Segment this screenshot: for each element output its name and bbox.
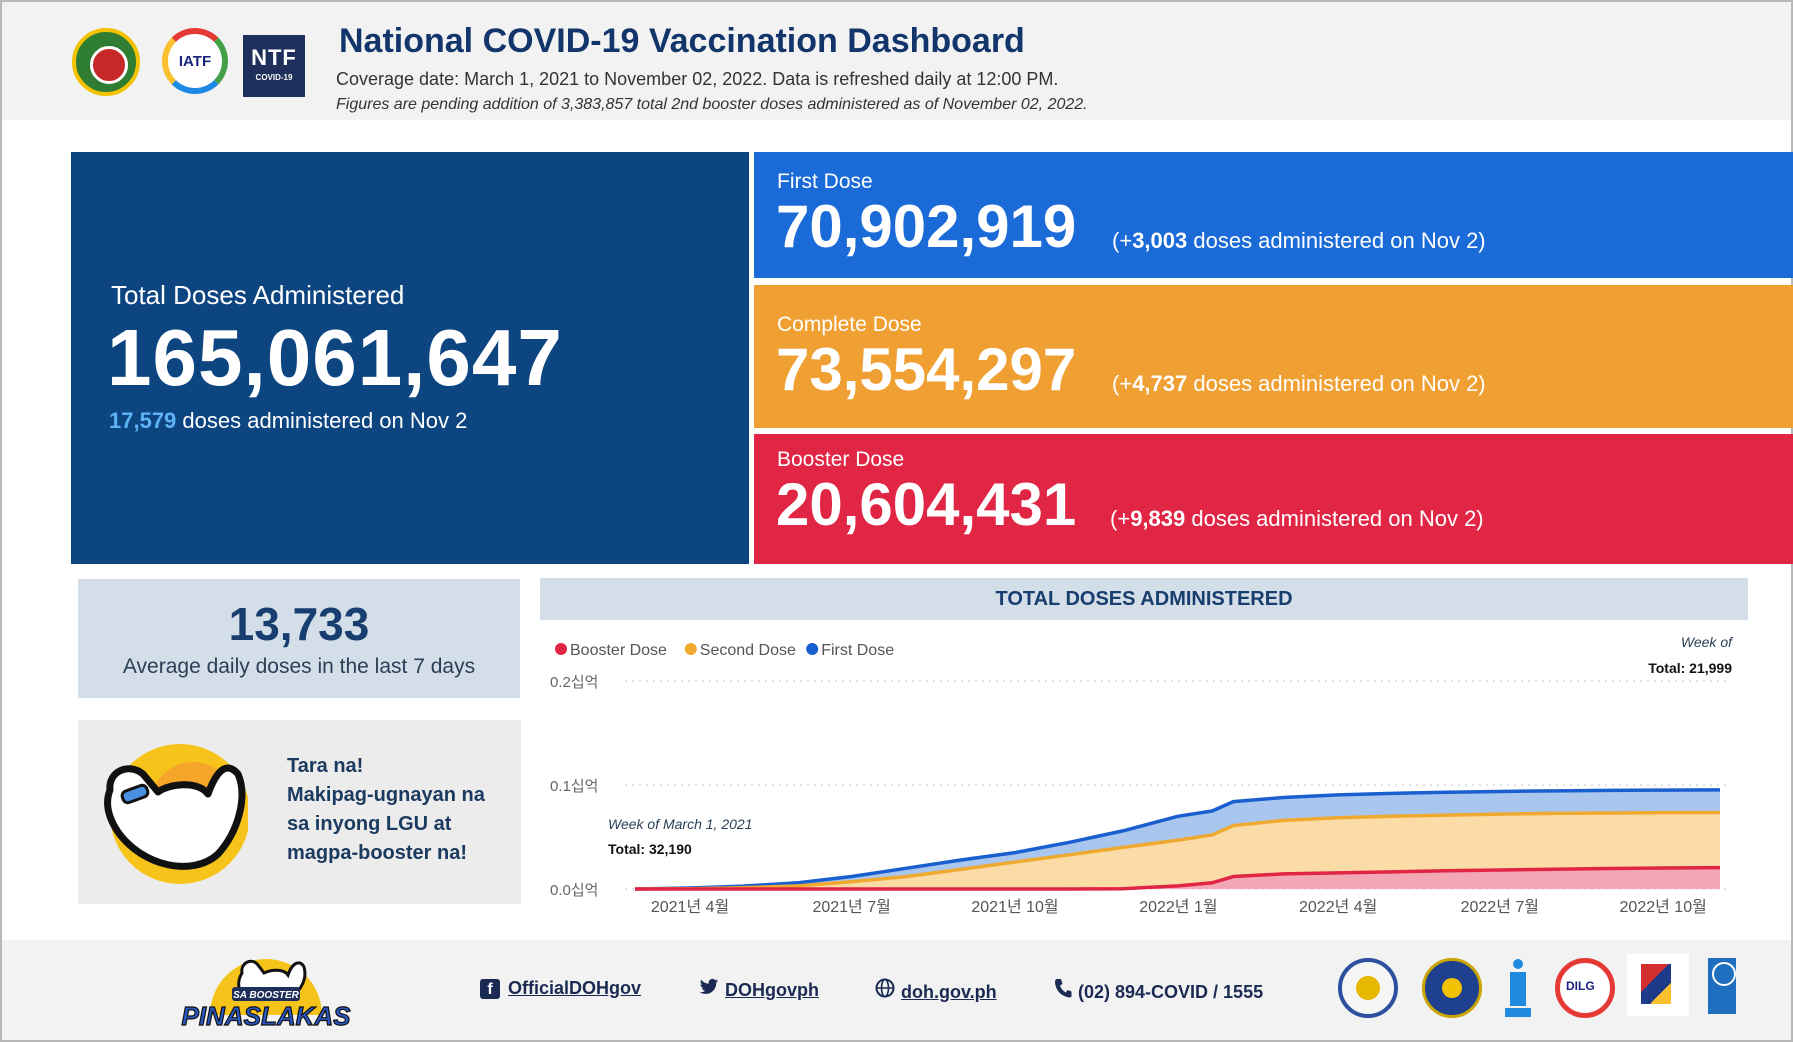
ntf-logo-text: NTF: [251, 45, 297, 70]
booster-dose-card: Booster Dose 20,604,431 (+9,839 doses ad…: [754, 434, 1793, 564]
page-title: National COVID-19 Vaccination Dashboard: [339, 22, 1025, 60]
total-daily-suffix: doses administered on Nov 2: [176, 408, 468, 433]
y-tick-label: 0.1십억: [550, 778, 598, 795]
complete-dose-label: Complete Dose: [777, 313, 922, 336]
legend-label: First Dose: [821, 642, 894, 659]
x-tick-label: 2022년 1월: [1139, 898, 1217, 916]
twitter-link[interactable]: DOHgovph: [699, 978, 819, 1001]
website-link[interactable]: doh.gov.ph: [875, 978, 997, 1003]
facebook-label: OfficialDOHgov: [508, 978, 642, 998]
anniversary-seal: [1627, 954, 1689, 1016]
booster-dose-delta: (+9,839 doses administered on Nov 2): [1110, 506, 1484, 532]
y-tick-label: 0.0십억: [550, 882, 598, 899]
phone-link[interactable]: (02) 894-COVID / 1555: [1054, 978, 1263, 1003]
iatf-logo: IATF: [162, 28, 228, 94]
legend-label: Booster Dose: [570, 642, 667, 659]
total-doses-label: Total Doses Administered: [111, 280, 405, 310]
first-dose-delta-text: doses administered on Nov 2): [1187, 228, 1486, 253]
series-line-booster-dose: [635, 865, 1721, 891]
annotation-label: Week of March 1, 2021: [608, 816, 752, 832]
legend-marker: [555, 643, 567, 655]
first-dose-value: 70,902,919: [776, 193, 1077, 260]
annotation-value: Total: 32,190: [608, 841, 692, 857]
annotation-value: Total: 21,999: [1648, 660, 1732, 676]
website-label: doh.gov.ph: [901, 982, 997, 1002]
first-dose-delta-open: (+: [1112, 228, 1133, 253]
promo-line: sa inyong LGU at: [287, 813, 452, 835]
coverage-text: Coverage date: March 1, 2021 to November…: [336, 69, 1059, 89]
promo-text: Tara na! Makipag-ugnayan na sa inyong LG…: [287, 752, 517, 868]
booster-dose-delta-open: (+: [1110, 506, 1131, 531]
total-daily-text: 17,579 doses administered on Nov 2: [109, 408, 467, 434]
complete-dose-delta: (+4,737 doses administered on Nov 2): [1112, 371, 1486, 397]
legend-marker: [684, 643, 697, 655]
presidential-communications-seal: [1338, 958, 1398, 1018]
sb-logo-top-text: SA BOOSTER: [233, 990, 300, 1001]
booster-dose-delta-number: 9,839: [1130, 506, 1186, 531]
first-dose-card: First Dose 70,902,919 (+3,003 doses admi…: [754, 152, 1793, 278]
undp-logo: [1708, 958, 1736, 1014]
legend-marker: [806, 643, 819, 655]
dilg-seal: [1555, 958, 1615, 1018]
series-area-booster-dose: [635, 867, 1720, 889]
promo-line: magpa-booster na!: [287, 842, 468, 864]
booster-dose-delta-text: doses administered on Nov 2): [1185, 506, 1484, 531]
facebook-icon: f: [480, 979, 500, 999]
ntf-logo-subtext: COVID-19: [255, 73, 293, 82]
complete-dose-card: Complete Dose 73,554,297 (+4,737 doses a…: [754, 285, 1793, 428]
total-doses-card: Total Doses Administered 165,061,647 17,…: [71, 152, 749, 564]
globe-icon: [875, 978, 895, 998]
ntf-logo: NTF COVID-19: [243, 35, 305, 97]
complete-dose-delta-text: doses administered on Nov 2): [1187, 371, 1486, 396]
series-line-first-dose: [634, 788, 1721, 891]
total-daily-value: 17,579: [109, 408, 177, 433]
doh-seal-logo: [72, 28, 140, 96]
booster-dose-value: 20,604,431: [776, 471, 1077, 538]
x-tick-label: 2021년 10월: [971, 898, 1058, 916]
facebook-link[interactable]: f OfficialDOHgov: [480, 978, 641, 999]
total-doses-area-chart[interactable]: 0.0십억 0.1십억 0.2십억 2021년 4월 2021년 7월 2021년 10월…: [540, 625, 1750, 920]
x-tick-label: 2022년 10월: [1620, 898, 1707, 916]
flexed-arm-icon: [104, 744, 248, 884]
pia-logo: [1505, 959, 1531, 1017]
twitter-label: DOHgovph: [725, 980, 819, 1000]
twitter-icon: [699, 978, 719, 994]
booster-promo-card: Tara na! Makipag-ugnayan na sa inyong LG…: [78, 720, 521, 904]
complete-dose-delta-number: 4,737: [1132, 371, 1188, 396]
average-daily-card: 13,733 Average daily doses in the last 7…: [78, 579, 520, 698]
legend-label: Second Dose: [700, 642, 796, 659]
average-daily-value: 13,733: [228, 598, 370, 650]
x-tick-label: 2022년 4월: [1299, 898, 1377, 916]
sa-booster-pinaslakas-logo: SA BOOSTER PINASLAKAS: [181, 959, 352, 1031]
first-dose-delta-number: 3,003: [1132, 228, 1188, 253]
series-line-second-dose: [634, 810, 1721, 891]
pending-note: Figures are pending addition of 3,383,85…: [336, 96, 1088, 113]
complete-dose-delta-open: (+: [1112, 371, 1133, 396]
total-doses-value: 165,061,647: [107, 313, 563, 402]
x-tick-label: 2021년 7월: [812, 898, 890, 916]
phone-label: (02) 894-COVID / 1555: [1078, 982, 1264, 1002]
chart-title: TOTAL DOSES ADMINISTERED: [540, 578, 1748, 620]
iatf-logo-text: IATF: [178, 52, 212, 70]
first-dose-label: First Dose: [777, 170, 873, 193]
sb-logo-bottom-text: PINASLAKAS: [181, 1001, 351, 1031]
x-tick-label: 2021년 4월: [651, 898, 729, 916]
promo-line: Makipag-ugnayan na: [287, 784, 485, 806]
average-daily-label: Average daily doses in the last 7 days: [122, 655, 476, 678]
booster-dose-label: Booster Dose: [777, 448, 905, 471]
government-seal: [1422, 958, 1482, 1018]
header: IATF NTF COVID-19 National COVID-19 Vacc…: [2, 2, 1791, 120]
annotation-label: Week of: [1681, 634, 1734, 650]
phone-icon: [1055, 979, 1072, 998]
first-dose-delta: (+3,003 doses administered on Nov 2): [1112, 228, 1486, 254]
footer: SA BOOSTER PINASLAKAS f OfficialDOHgov DO…: [2, 940, 1791, 1040]
y-tick-label: 0.2십억: [550, 674, 598, 691]
promo-line: Tara na!: [287, 755, 364, 777]
x-tick-label: 2022년 7월: [1461, 898, 1539, 916]
complete-dose-value: 73,554,297: [776, 336, 1077, 403]
